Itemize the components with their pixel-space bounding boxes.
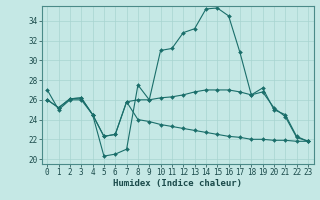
X-axis label: Humidex (Indice chaleur): Humidex (Indice chaleur) bbox=[113, 179, 242, 188]
